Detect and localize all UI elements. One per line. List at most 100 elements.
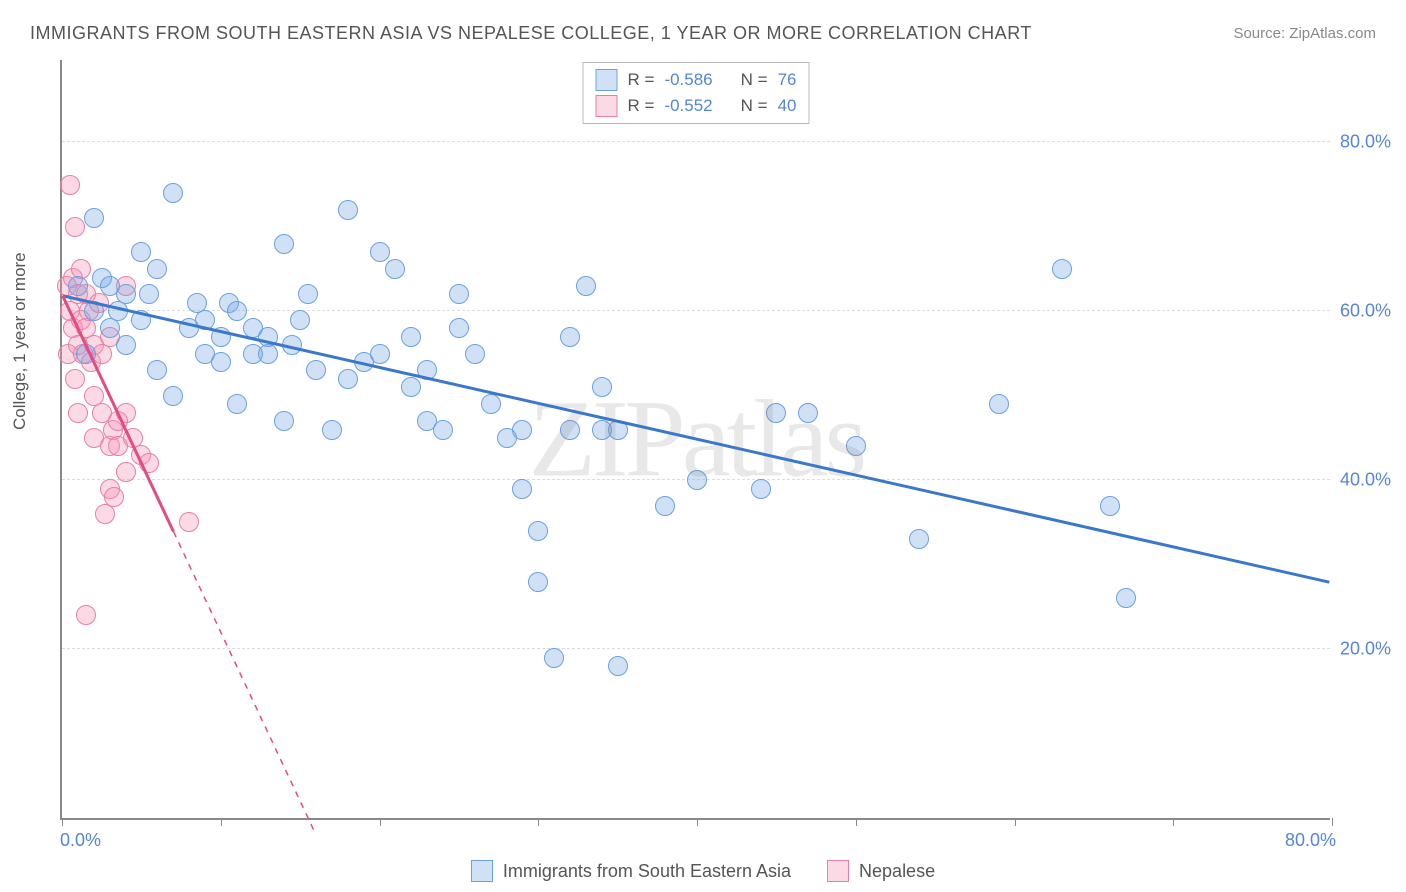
x-tick — [1015, 818, 1016, 826]
data-point-blue — [258, 327, 278, 347]
data-point-blue — [528, 521, 548, 541]
legend-R-label: R = — [628, 70, 655, 90]
data-point-blue — [1100, 496, 1120, 516]
data-point-blue — [84, 208, 104, 228]
data-point-blue — [751, 479, 771, 499]
data-point-blue — [385, 259, 405, 279]
data-point-blue — [274, 411, 294, 431]
data-point-blue — [147, 259, 167, 279]
data-point-blue — [512, 479, 532, 499]
data-point-blue — [989, 394, 1009, 414]
data-point-blue — [322, 420, 342, 440]
data-point-blue — [909, 529, 929, 549]
data-point-blue — [131, 310, 151, 330]
data-point-blue — [211, 352, 231, 372]
legend-N-label: N = — [741, 70, 768, 90]
legend-N-label: N = — [741, 96, 768, 116]
x-tick — [1173, 818, 1174, 826]
legend-N-value: 76 — [778, 70, 797, 90]
data-point-blue — [576, 276, 596, 296]
plot-area: ZIPatlas R = -0.586 N = 76 R = -0.552 N … — [60, 60, 1330, 820]
data-point-blue — [306, 360, 326, 380]
data-point-blue — [401, 327, 421, 347]
y-tick-label: 60.0% — [1340, 301, 1405, 322]
x-tick — [221, 818, 222, 826]
data-point-blue — [528, 572, 548, 592]
data-point-blue — [655, 496, 675, 516]
data-point-pink — [68, 403, 88, 423]
trend-lines — [62, 60, 1330, 818]
data-point-pink — [139, 453, 159, 473]
data-point-blue — [449, 284, 469, 304]
legend-item: Immigrants from South Eastern Asia — [471, 860, 791, 882]
correlation-legend: R = -0.586 N = 76 R = -0.552 N = 40 — [583, 62, 810, 124]
data-point-blue — [846, 436, 866, 456]
swatch-pink — [596, 95, 618, 117]
data-point-blue — [560, 420, 580, 440]
x-tick — [697, 818, 698, 826]
legend-item: Nepalese — [827, 860, 935, 882]
gridline — [62, 310, 1330, 311]
legend-row: R = -0.586 N = 76 — [596, 67, 797, 93]
x-tick — [538, 818, 539, 826]
data-point-pink — [65, 369, 85, 389]
legend-label: Immigrants from South Eastern Asia — [503, 861, 791, 882]
swatch-blue — [471, 860, 493, 882]
data-point-blue — [1052, 259, 1072, 279]
gridline — [62, 648, 1330, 649]
data-point-blue — [560, 327, 580, 347]
data-point-blue — [481, 394, 501, 414]
data-point-blue — [116, 335, 136, 355]
x-tick — [1332, 818, 1333, 826]
chart-title: IMMIGRANTS FROM SOUTH EASTERN ASIA VS NE… — [30, 23, 1032, 44]
data-point-blue — [163, 183, 183, 203]
data-point-blue — [608, 420, 628, 440]
source-label: Source: ZipAtlas.com — [1233, 25, 1376, 42]
data-point-blue — [370, 242, 390, 262]
y-tick-label: 80.0% — [1340, 132, 1405, 153]
data-point-blue — [544, 648, 564, 668]
data-point-blue — [465, 344, 485, 364]
data-point-blue — [282, 335, 302, 355]
data-point-blue — [68, 276, 88, 296]
data-point-blue — [766, 403, 786, 423]
y-axis-label: College, 1 year or more — [10, 252, 30, 430]
series-legend: Immigrants from South Eastern Asia Nepal… — [0, 860, 1406, 882]
data-point-blue — [274, 234, 294, 254]
data-point-blue — [687, 470, 707, 490]
legend-R-value: -0.552 — [664, 96, 712, 116]
x-tick — [856, 818, 857, 826]
data-point-blue — [227, 394, 247, 414]
legend-R-label: R = — [628, 96, 655, 116]
x-tick — [62, 818, 63, 826]
data-point-pink — [65, 217, 85, 237]
data-point-blue — [417, 360, 437, 380]
data-point-pink — [104, 487, 124, 507]
data-point-blue — [76, 344, 96, 364]
data-point-blue — [449, 318, 469, 338]
data-point-pink — [179, 512, 199, 532]
data-point-blue — [338, 200, 358, 220]
legend-R-value: -0.586 — [664, 70, 712, 90]
data-point-pink — [116, 462, 136, 482]
y-tick-label: 20.0% — [1340, 639, 1405, 660]
data-point-pink — [116, 403, 136, 423]
data-point-blue — [163, 386, 183, 406]
data-point-blue — [131, 242, 151, 262]
data-point-blue — [512, 420, 532, 440]
data-point-blue — [798, 403, 818, 423]
data-point-pink — [76, 605, 96, 625]
data-point-blue — [211, 327, 231, 347]
data-point-blue — [195, 310, 215, 330]
title-bar: IMMIGRANTS FROM SOUTH EASTERN ASIA VS NE… — [30, 18, 1376, 48]
x-tick — [380, 818, 381, 826]
data-point-blue — [1116, 588, 1136, 608]
data-point-blue — [116, 284, 136, 304]
data-point-blue — [298, 284, 318, 304]
data-point-pink — [60, 175, 80, 195]
data-point-blue — [84, 301, 104, 321]
x-axis-max-label: 80.0% — [1285, 830, 1336, 851]
data-point-blue — [139, 284, 159, 304]
data-point-blue — [370, 344, 390, 364]
data-point-blue — [147, 360, 167, 380]
